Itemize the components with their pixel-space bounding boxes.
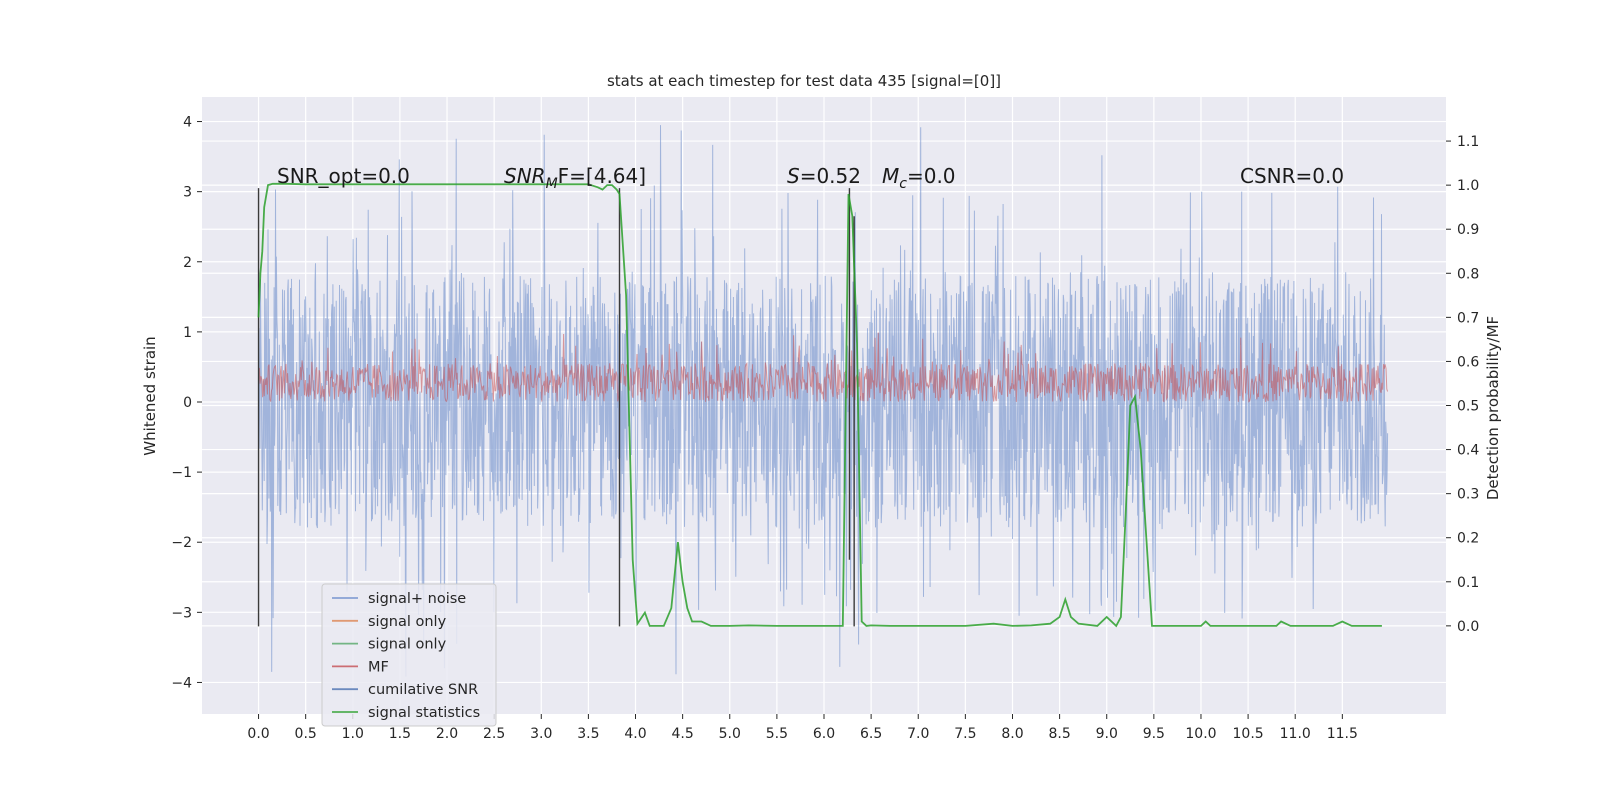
y2-tick-label: 0.5 xyxy=(1457,399,1479,415)
x-tick-label: 10.5 xyxy=(1233,726,1264,742)
series-signal-noise xyxy=(258,125,1389,677)
x-tick-label: 0.5 xyxy=(295,726,317,742)
annotation-s: S=0.52 xyxy=(787,164,861,188)
x-tick-label: 3.5 xyxy=(577,726,599,742)
x-tick-label: 6.5 xyxy=(860,726,882,742)
y-tick-label: −4 xyxy=(171,675,192,691)
annotation-s-value: =0.52 xyxy=(800,164,861,188)
legend-label: signal only xyxy=(368,614,447,630)
x-tick-label: 7.5 xyxy=(954,726,976,742)
annotation-mc-value: =0.0 xyxy=(907,164,956,188)
y-tick-label: 1 xyxy=(183,325,192,341)
series-mf xyxy=(258,332,1389,403)
legend: signal+ noise signal only signal only MF cum… xyxy=(321,583,497,727)
annotation-snr-mf-sub: M xyxy=(546,176,558,192)
annotation-snr-mf: SNRMF=[4.64] xyxy=(504,164,646,192)
x-tick-label: 2.0 xyxy=(436,726,458,742)
x-tick-label: 9.0 xyxy=(1096,726,1118,742)
y2-tick-label: 0.9 xyxy=(1457,222,1479,238)
legend-label: cumilative SNR xyxy=(368,682,478,698)
x-tick-label: 5.0 xyxy=(719,726,741,742)
annotation-mc-sub: c xyxy=(899,176,907,192)
y-tick-label: 4 xyxy=(183,115,192,131)
x-tick-label: 11.5 xyxy=(1327,726,1358,742)
x-tick-label: 0.0 xyxy=(247,726,269,742)
legend-frame xyxy=(321,583,497,727)
annotation-mc-var: M xyxy=(882,164,899,188)
annotation-s-var: S xyxy=(787,164,800,188)
x-tick-label: 4.5 xyxy=(672,726,694,742)
x-tick-label: 10.0 xyxy=(1185,726,1216,742)
series-signal-statistics xyxy=(257,182,1382,628)
x-tick-label: 11.0 xyxy=(1280,726,1311,742)
y2-tick-label: 0.2 xyxy=(1457,531,1479,547)
x-tick-label: 3.0 xyxy=(530,726,552,742)
y2-tick-label: 0.6 xyxy=(1457,354,1479,370)
chart-title: stats at each timestep for test data 435… xyxy=(607,72,1001,90)
annotation-csnr: CSNR=0.0 xyxy=(1240,164,1344,188)
x-tick-label: 4.0 xyxy=(624,726,646,742)
x-tick-label: 5.5 xyxy=(766,726,788,742)
legend-label: MF xyxy=(368,659,389,675)
x-tick-label: 1.5 xyxy=(389,726,411,742)
x-tick-label: 9.5 xyxy=(1143,726,1165,742)
annotation-snr-opt: SNR_opt=0.0 xyxy=(277,164,410,188)
annotation-snr-mf-value: F=[4.64] xyxy=(558,164,646,188)
y-axis-label: Whitened strain xyxy=(141,336,159,455)
annotation-mc: Mc=0.0 xyxy=(882,164,956,192)
y-tick-label: −3 xyxy=(171,605,192,621)
annotation-snr-mf-var: SNR xyxy=(504,164,546,188)
y2-tick-label: 0.4 xyxy=(1457,443,1479,459)
y2-axis-label: Detection probability/MF xyxy=(1484,316,1502,500)
y-tick-label: 3 xyxy=(183,185,192,201)
y2-tick-label: 0.8 xyxy=(1457,266,1479,282)
y2-tick-label: 1.1 xyxy=(1457,134,1479,150)
y-tick-label: −1 xyxy=(171,465,192,481)
axes: 0.0 0.5 1.0 1.5 2.0 2.5 3.0 3.5 4.0 4.5 5.0 5.5 6.0 6… xyxy=(171,115,1479,742)
x-tick-label: 6.0 xyxy=(813,726,835,742)
y2-tick-label: 0.0 xyxy=(1457,619,1479,635)
y-tick-label: 0 xyxy=(183,395,192,411)
y2-tick-label: 0.7 xyxy=(1457,310,1479,326)
y-tick-label: 2 xyxy=(183,255,192,271)
y2-tick-label: 0.1 xyxy=(1457,575,1479,591)
y2-tick-label: 1.0 xyxy=(1457,178,1479,194)
legend-label: signal only xyxy=(368,637,447,653)
annotations: SNR_opt=0.0 SNRMF=[4.64] S=0.52 Mc=0.0 C… xyxy=(277,164,1344,192)
x-tick-label: 8.0 xyxy=(1001,726,1023,742)
legend-label: signal statistics xyxy=(368,705,480,721)
x-tick-label: 8.5 xyxy=(1048,726,1070,742)
x-tick-label: 7.0 xyxy=(907,726,929,742)
x-tick-label: 1.0 xyxy=(342,726,364,742)
legend-label: signal+ noise xyxy=(368,591,466,607)
y-tick-label: −2 xyxy=(171,535,192,551)
x-tick-label: 2.5 xyxy=(483,726,505,742)
y2-tick-label: 0.3 xyxy=(1457,487,1479,503)
